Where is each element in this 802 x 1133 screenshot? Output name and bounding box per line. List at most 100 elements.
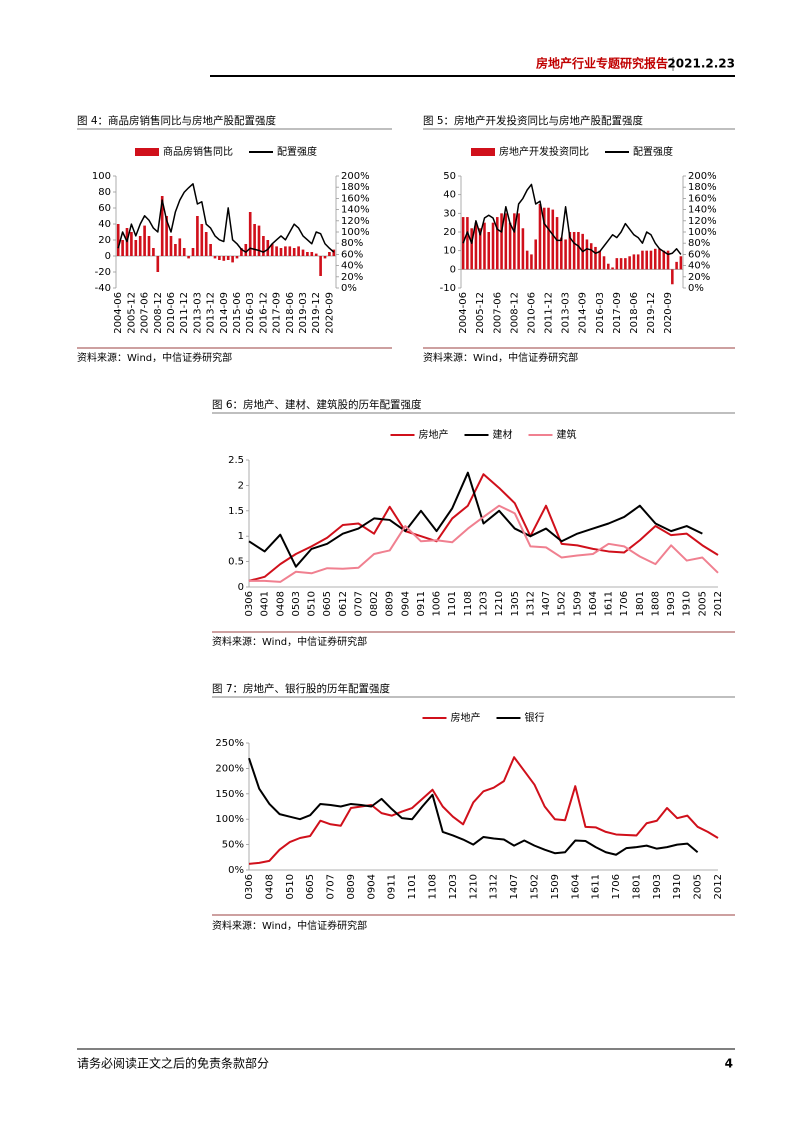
bar	[624, 258, 627, 270]
figure-source: 资料来源：Wind，中信证券研究部	[77, 351, 232, 364]
bar	[226, 256, 230, 260]
bar	[538, 204, 542, 270]
bar	[628, 256, 631, 270]
x-tick-label: 0605	[322, 591, 333, 616]
legend-label: 建筑	[557, 428, 577, 441]
y-tick-label: 180%	[688, 182, 717, 193]
bar	[187, 256, 190, 259]
x-tick-label: 2010-06	[526, 292, 537, 334]
bar	[594, 246, 597, 270]
bar	[671, 269, 674, 285]
y-tick-label: 120%	[688, 216, 717, 227]
bar	[560, 237, 563, 270]
y-tick-label: 160%	[688, 193, 717, 204]
y-tick-label: 50%	[222, 840, 244, 851]
y-tick-label: 100%	[215, 814, 244, 825]
x-tick-label: 2005-12	[126, 292, 137, 334]
bar	[653, 248, 657, 270]
y-tick-label: 250%	[215, 738, 244, 749]
y-tick-label: 2	[238, 480, 244, 491]
x-tick-label: 1910	[682, 591, 693, 616]
y-tick-label: 120%	[341, 216, 370, 227]
bar	[542, 207, 546, 270]
y-tick-label: 150%	[215, 789, 244, 800]
figure-title: 图 4：商品房销售同比与房地产股配置强度	[77, 114, 277, 127]
x-tick-label: 0904	[400, 591, 411, 616]
x-tick-label: 1312	[489, 874, 500, 899]
x-tick-label: 1509	[572, 591, 583, 616]
legend-label: 房地产	[451, 711, 481, 724]
y-tick-label: 0%	[228, 865, 244, 876]
bar	[496, 217, 499, 270]
x-tick-label: 2005	[697, 591, 708, 616]
line-series	[462, 183, 682, 256]
bar	[270, 244, 274, 256]
bar	[572, 232, 576, 270]
x-tick-label: 2017-09	[612, 292, 623, 334]
x-tick-label: 0408	[264, 874, 275, 899]
bar	[547, 207, 550, 270]
bar	[204, 232, 208, 256]
y-tick-label: 100%	[341, 227, 370, 238]
x-tick-label: 2015-06	[232, 292, 243, 334]
line-series	[248, 473, 719, 582]
x-tick-label: 2007-06	[140, 292, 151, 334]
figure-title: 图 7：房地产、银行股的历年配置强度	[212, 682, 391, 695]
y-tick-label: 60%	[341, 249, 363, 260]
bar	[478, 228, 482, 270]
x-tick-label: 2012	[713, 874, 724, 899]
bar	[568, 232, 572, 270]
figure-title: 图 5：房地产开发投资同比与房地产股配置强度	[423, 114, 644, 127]
bar	[138, 236, 142, 256]
y-tick-label: 40	[98, 219, 111, 230]
bar	[200, 224, 204, 256]
y-tick-label: 0	[105, 251, 111, 262]
bar	[323, 256, 327, 259]
bar	[658, 248, 661, 270]
y-tick-label: 0	[238, 582, 244, 593]
bar	[134, 240, 138, 256]
x-tick-label: 1108	[428, 874, 439, 899]
bar	[178, 238, 182, 256]
x-tick-label: 2020-09	[663, 292, 674, 334]
bar	[332, 249, 336, 256]
bar	[248, 212, 252, 256]
x-tick-label: 2005-12	[475, 292, 486, 334]
y-tick-label: -40	[95, 283, 111, 294]
y-tick-label: 160%	[341, 193, 370, 204]
bar	[466, 217, 469, 270]
y-tick-label: 180%	[341, 182, 370, 193]
bar	[521, 228, 525, 270]
x-tick-label: 2019-12	[311, 292, 322, 334]
bar	[116, 224, 120, 256]
x-tick-label: 1203	[448, 874, 459, 899]
x-tick-label: 2016-12	[258, 292, 269, 334]
bar	[615, 258, 619, 270]
x-tick-label: 1312	[525, 591, 536, 616]
bar	[301, 249, 305, 256]
x-tick-label: 1502	[557, 591, 568, 616]
bar	[147, 236, 151, 256]
bar	[310, 252, 314, 256]
legend-label: 配置强度	[633, 145, 673, 158]
bar	[577, 232, 580, 270]
legend-label: 房地产	[419, 428, 449, 441]
bar	[209, 244, 212, 256]
y-tick-label: 40%	[688, 261, 710, 272]
x-tick-label: 1101	[447, 591, 458, 616]
y-tick-label: 2.5	[228, 455, 244, 466]
legend: 商品房销售同比 配置强度	[135, 145, 317, 158]
bar	[483, 222, 486, 270]
x-tick-label: 1101	[407, 874, 418, 899]
y-tick-label: 0	[450, 264, 456, 275]
x-tick-label: 0605	[305, 874, 316, 899]
y-tick-label: 40	[443, 190, 456, 201]
legend: 房地产 银行	[422, 711, 545, 724]
bar	[564, 239, 567, 270]
legend-label: 银行	[525, 711, 545, 724]
y-tick-label: 40%	[341, 261, 363, 272]
line-series	[248, 757, 699, 856]
page-number: 4	[725, 1057, 733, 1071]
bar	[530, 254, 533, 270]
